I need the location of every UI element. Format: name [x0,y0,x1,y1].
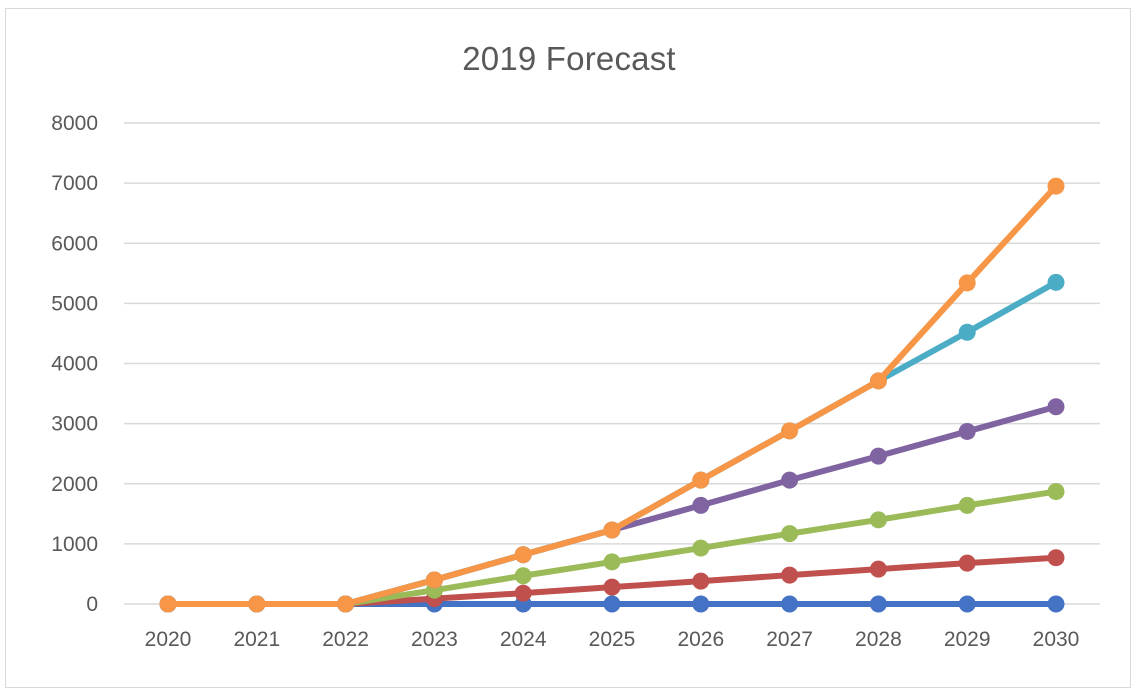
x-tick-label: 2030 [1033,628,1080,651]
data-point [603,595,621,613]
x-tick-label: 2026 [677,628,724,651]
data-point [1047,177,1065,195]
data-point [337,595,355,613]
data-point [869,595,887,613]
x-tick-label: 2023 [411,628,458,651]
data-point [869,511,887,529]
series-line [165,403,1059,607]
data-point [958,323,976,341]
data-point [692,539,710,557]
data-point [958,496,976,514]
y-tick-label: 0 [86,593,98,616]
data-point [869,447,887,465]
x-tick-label: 2029 [944,628,991,651]
y-tick-label: 1000 [51,533,98,556]
data-point [869,372,887,390]
data-point [958,554,976,572]
data-point [159,595,177,613]
y-tick-label: 8000 [51,112,98,135]
data-point [692,595,710,613]
chart-title: 2019 Forecast [462,40,676,77]
data-point [514,567,532,585]
x-tick-label: 2027 [766,628,813,651]
series-6 [159,177,1065,613]
data-point [1047,595,1065,613]
data-point [603,578,621,596]
data-point [1047,398,1065,416]
data-point [1047,273,1065,291]
x-tick-label: 2022 [322,628,369,651]
data-point [603,521,621,539]
x-tick-label: 2028 [855,628,902,651]
data-point [781,525,799,543]
x-tick-label: 2024 [500,628,547,651]
data-point [514,546,532,564]
y-tick-label: 4000 [51,353,98,376]
data-point [958,422,976,440]
x-tick-label: 2021 [233,628,280,651]
data-point [248,595,266,613]
data-point [692,572,710,590]
data-point [958,274,976,292]
data-point [781,566,799,584]
data-point [781,422,799,440]
data-point [781,595,799,613]
data-point [514,584,532,602]
y-tick-label: 2000 [51,473,98,496]
x-tick-label: 2025 [589,628,636,651]
y-tick-label: 3000 [51,413,98,436]
data-point [869,560,887,578]
y-tick-label: 6000 [51,232,98,255]
data-point [781,471,799,489]
y-tick-label: 5000 [51,292,98,315]
data-point [692,471,710,489]
x-axis-ticks: 2020 2021 2022 2023 2024 2025 2026 2027 2028 2029… [145,628,1080,651]
y-tick-label: 7000 [51,172,98,195]
data-point [958,595,976,613]
x-tick-label: 2020 [145,628,192,651]
gridlines [124,122,1100,605]
y-axis-ticks: 0 1000 2000 3000 4000 5000 6000 7000 8000 [51,112,98,616]
data-point [603,553,621,571]
series-group [159,177,1065,613]
data-point [1047,549,1065,567]
series-line [165,183,1059,607]
data-point [425,571,443,589]
data-point [692,496,710,514]
data-point [1047,483,1065,501]
